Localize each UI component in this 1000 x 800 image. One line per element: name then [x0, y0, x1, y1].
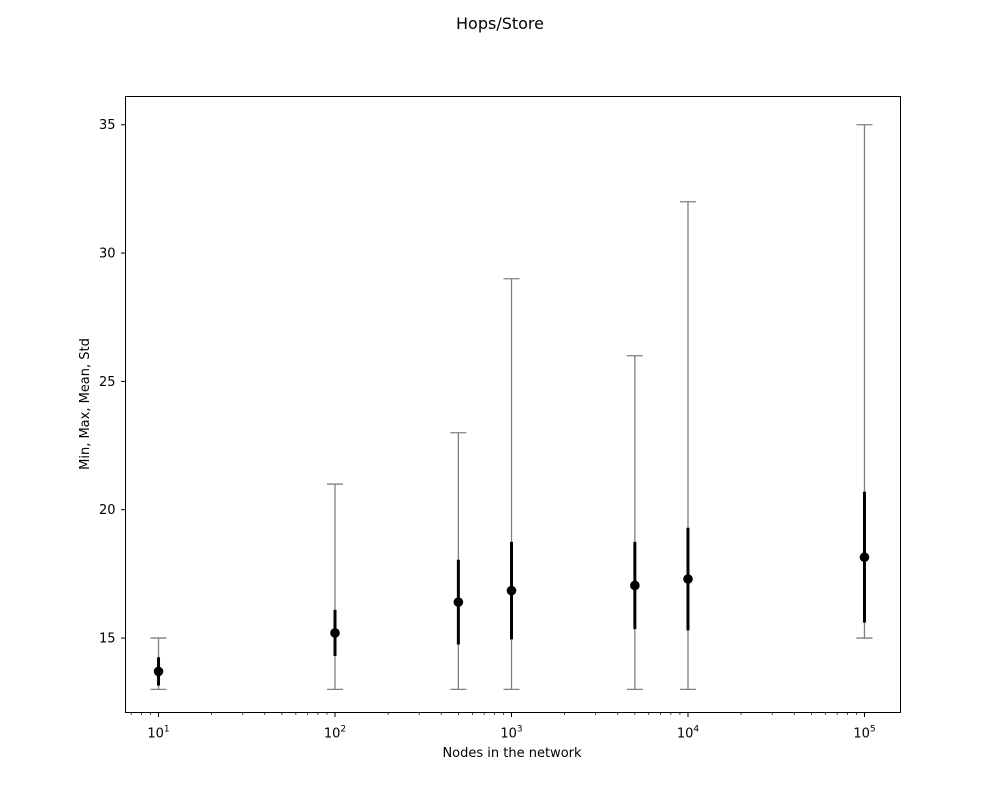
x-tick-label: 103: [500, 725, 522, 742]
x-tick-label: 101: [147, 725, 169, 742]
mean-point-4: [630, 580, 640, 591]
plot-marks: [150, 124, 873, 691]
y-axis-label: Min, Max, Mean, Std: [78, 338, 93, 470]
y-tick-label: 30: [99, 247, 116, 262]
x-tick-label: 105: [853, 725, 875, 742]
mean-point-5: [683, 574, 693, 584]
y-tick-label: 35: [99, 118, 116, 133]
chart-title: Hops/Store: [456, 14, 544, 33]
mean-point-2: [453, 597, 464, 607]
y-tick-label: 15: [99, 632, 116, 647]
x-tick-label: 104: [677, 725, 700, 742]
mean-point-0: [153, 666, 164, 677]
plot-frame: [125, 96, 901, 713]
y-tick-label: 20: [99, 503, 116, 518]
x-axis: 101 102 103 104 105: [130, 712, 876, 742]
x-tick-label: 102: [324, 725, 346, 742]
y-axis: 15 20 25 30 35: [99, 118, 126, 647]
y-tick-label: 25: [99, 375, 116, 390]
mean-point-3: [506, 585, 517, 596]
x-axis-label: Nodes in the network: [442, 746, 582, 761]
mean-point-6: [859, 552, 870, 563]
mean-point-1: [330, 628, 340, 638]
